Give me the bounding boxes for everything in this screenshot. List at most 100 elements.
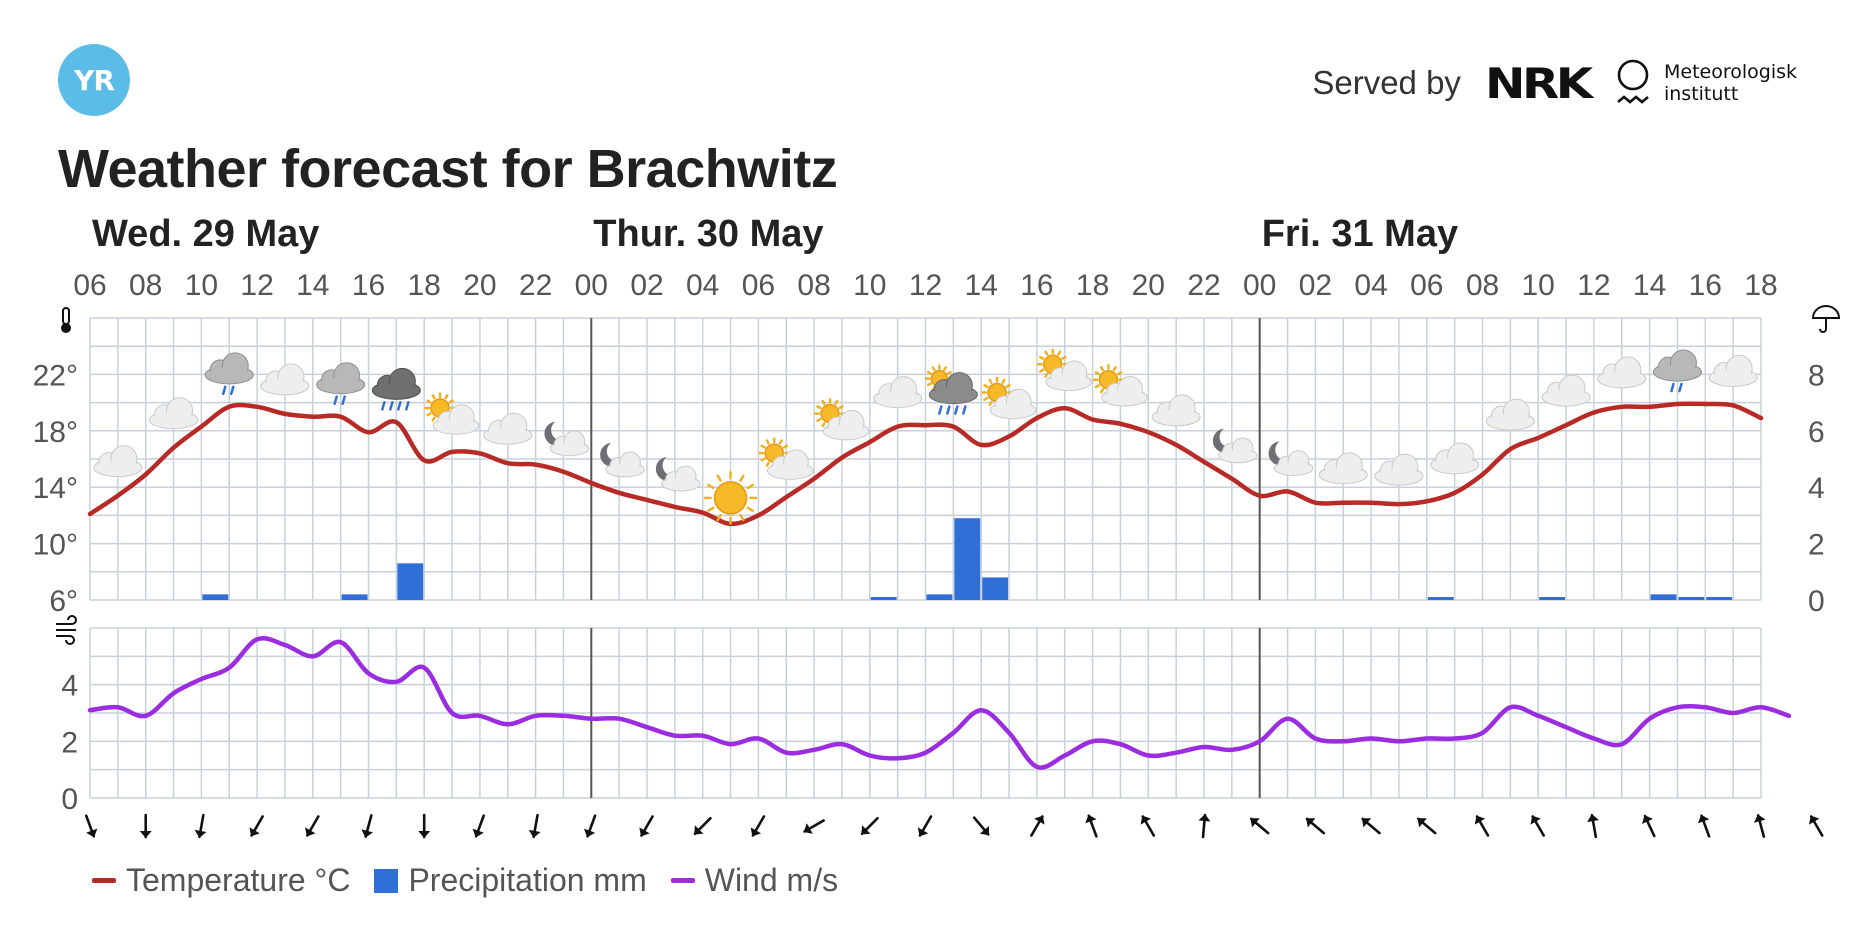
wind-icon-stroke — [56, 635, 75, 645]
weather-icon-cloudy — [1597, 356, 1647, 389]
cloud-part — [207, 367, 252, 382]
nrk-logo[interactable]: NRK — [1484, 58, 1593, 108]
cloud-part — [318, 377, 363, 392]
moon-shape — [1268, 441, 1292, 466]
wind-arrow — [1140, 815, 1156, 837]
wind-arrow-head — [1361, 818, 1372, 828]
thermometer-tube — [62, 307, 70, 325]
legend-temperature[interactable]: Temperature °C — [92, 862, 350, 899]
wind-arrow — [1305, 817, 1326, 835]
weather-icon-cloudy — [1708, 354, 1758, 387]
cloud-shape — [766, 449, 814, 480]
met-logo-line1: Meteorologisk — [1663, 61, 1797, 83]
met-logo[interactable]: Meteorologisk institutt — [1614, 58, 1797, 108]
wind-arrow — [803, 819, 825, 834]
sun-ray — [778, 439, 783, 445]
legend-precipitation[interactable]: Precipitation mm — [374, 862, 647, 899]
weather-icon-partly-sunny — [1092, 364, 1148, 407]
sun-ray — [765, 461, 770, 467]
precipitation-bar — [982, 577, 1009, 600]
sun-ray — [431, 394, 436, 400]
weather-icon-cloudy — [483, 412, 533, 445]
cloud-shape — [1101, 376, 1148, 407]
legend-temperature-label: Temperature °C — [126, 862, 351, 898]
wind-arrow-head — [1530, 815, 1541, 825]
sun-ray — [1094, 384, 1100, 389]
sun-ray — [1112, 366, 1117, 372]
weather-icon-cloudy — [260, 363, 310, 396]
rain-drop — [222, 385, 227, 396]
cloud-shape — [1273, 450, 1314, 476]
sun-ray — [426, 412, 432, 417]
legend-temperature-swatch — [92, 878, 116, 883]
rain-drop — [1670, 382, 1675, 393]
moon-shape — [1212, 428, 1236, 453]
wind-arrow — [1753, 814, 1766, 838]
weather-icon-cloudy — [1151, 394, 1201, 427]
rain-drop — [341, 395, 346, 405]
rain-drop — [946, 405, 951, 415]
served-by: Served by NRK Meteorologisk institutt — [1312, 58, 1797, 108]
sun-disc — [713, 481, 748, 515]
hour-labels: 06 08 10 12 14 16 18 20 22 00 02 04 06 08 10 12 14 16 18 20… — [73, 269, 1777, 302]
cloud-part — [374, 383, 419, 398]
hour-tick-label: 10 — [1522, 269, 1555, 302]
wind-arrow-head — [694, 825, 704, 835]
weather-icon-night-cloud — [655, 456, 701, 492]
cloud-part — [663, 478, 699, 490]
precipitation-bar — [1539, 597, 1566, 600]
sun-ray — [444, 394, 449, 400]
cloud-part — [151, 412, 196, 427]
hour-tick-label: 08 — [129, 269, 162, 302]
cloud-shape — [928, 372, 978, 405]
umbrella-icon — [1811, 305, 1841, 333]
temperature-tick-label: 14° — [33, 472, 78, 505]
rain-drop — [389, 401, 394, 411]
cloud-shape — [93, 445, 143, 478]
legend-wind[interactable]: Wind m/s — [670, 862, 838, 899]
wind-arrow-head — [1140, 815, 1151, 825]
wind-arrow-head — [361, 829, 374, 838]
weather-icon-cloudy — [93, 445, 143, 478]
wind-arrow-head — [1474, 815, 1486, 825]
wind-arrow-head — [418, 831, 431, 838]
wind-arrow-head — [1034, 815, 1045, 825]
served-by-label: Served by — [1312, 64, 1461, 101]
met-logo-text: Meteorologisk institutt — [1664, 61, 1797, 105]
wind-arrow — [139, 813, 152, 839]
wind-icon — [56, 615, 77, 645]
cloud-shape — [661, 465, 701, 492]
weather-icon-rain-light — [204, 352, 254, 396]
yr-logo[interactable]: YR — [58, 44, 130, 116]
wind-arrow-head — [1198, 814, 1211, 822]
hour-tick-label: 10 — [185, 269, 218, 302]
cloud-shape — [1374, 453, 1424, 486]
hour-tick-label: 12 — [909, 269, 942, 302]
forecast-chart: Wed. 29 May Thur. 30 May Fri. 31 May 06 08 1… — [33, 213, 1841, 839]
hour-tick-label: 20 — [1132, 269, 1165, 302]
weather-icon-rain-light — [316, 362, 366, 405]
precipitation-bars — [202, 518, 1733, 600]
hour-tick-label: 22 — [1187, 269, 1220, 302]
wind-arrow — [194, 813, 207, 839]
rain-drop — [954, 405, 959, 415]
axis-labels: 6° 10° 14° 18° 22° 0 2 4 6 8 0 2 4 — [33, 359, 1825, 816]
sun-ray — [821, 422, 826, 428]
cloud-part — [262, 378, 307, 393]
wind-arrow — [418, 813, 431, 839]
cloud-part — [1432, 457, 1477, 472]
cloud-part — [95, 460, 140, 475]
wind-tick-label: 4 — [61, 670, 78, 703]
wind-arrow — [1198, 813, 1211, 839]
temperature-line — [87, 401, 1764, 527]
precipitation-bar — [397, 563, 424, 600]
sun-ray — [707, 506, 715, 512]
wind-arrow-head — [979, 825, 990, 836]
cloud-part — [825, 424, 867, 438]
cloud-shape — [432, 404, 480, 435]
cloud-shape — [1597, 356, 1647, 389]
temperature-series — [87, 401, 1764, 527]
wind-arrow-head — [249, 827, 260, 837]
precipitation-bar — [202, 594, 229, 600]
sun-ray — [746, 483, 754, 490]
